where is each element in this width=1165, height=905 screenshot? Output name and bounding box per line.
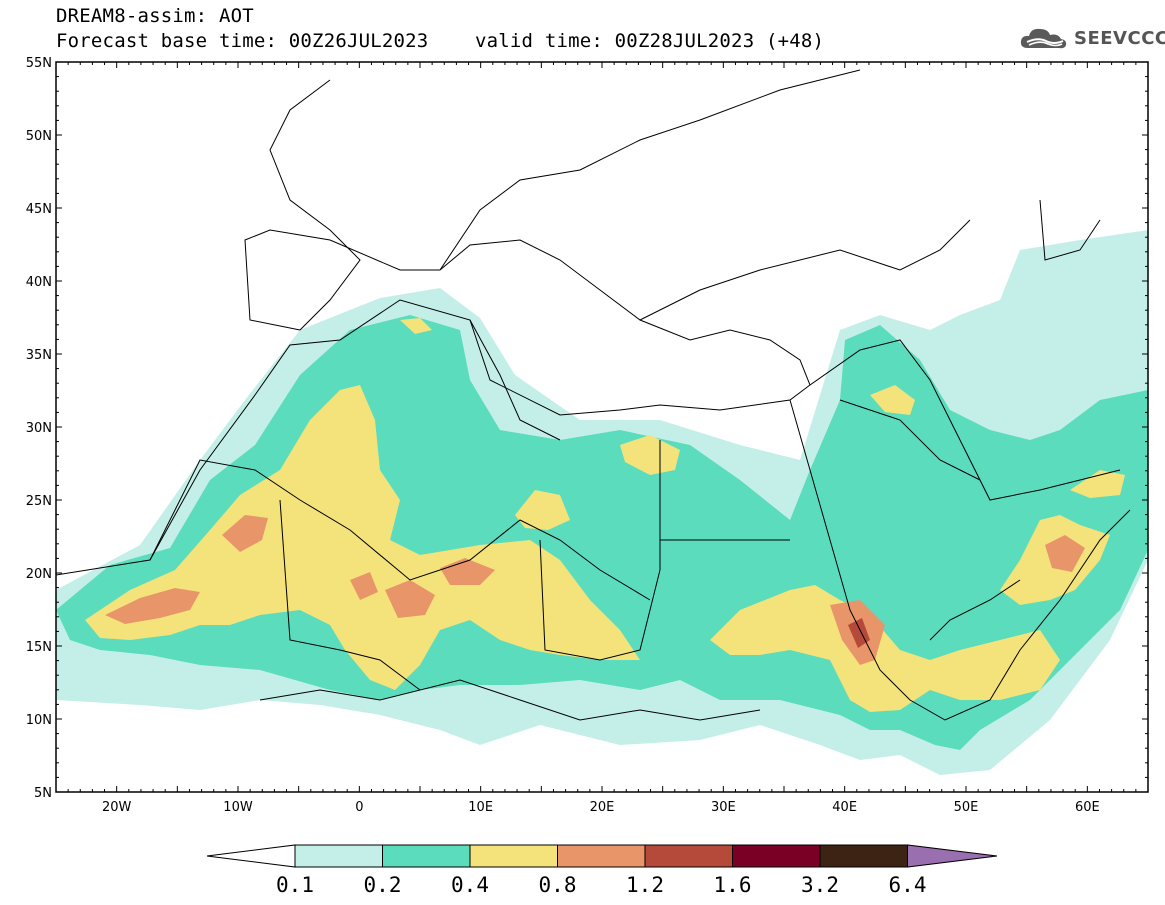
lon-tick-label: 30E — [711, 800, 736, 815]
aot-band-0.8 — [440, 558, 495, 585]
colorbar-level-label: 6.4 — [889, 873, 927, 897]
lon-tick-label: 0 — [355, 800, 363, 815]
lon-tick-label: 60E — [1075, 800, 1100, 815]
lon-tick-label: 40E — [832, 800, 857, 815]
lat-tick-label: 50N — [26, 129, 52, 144]
colorbar-labels: 0.1 0.2 0.4 0.8 1.2 1.6 3.2 6.4 — [276, 873, 926, 897]
aot-band-0.8 — [222, 515, 268, 552]
colorbar-segment — [382, 844, 471, 868]
colorbar-segment — [732, 844, 821, 868]
lat-tick-label: 40N — [26, 275, 52, 290]
cloud-icon — [1020, 28, 1067, 49]
colorbar-low-arrow — [206, 844, 296, 868]
aot-band-0.4 — [710, 585, 1060, 712]
colorbar-segment — [557, 844, 646, 868]
lon-tick-label: 50E — [954, 800, 979, 815]
colorbar-segment — [644, 844, 733, 868]
forecast-time-line: Forecast base time: 00Z26JUL2023 valid t… — [56, 30, 825, 52]
aot-band-0.4 — [85, 385, 640, 690]
colorbar-level-label: 3.2 — [801, 873, 839, 897]
colorbar-segment — [469, 844, 558, 868]
colorbar-segment — [819, 844, 908, 868]
colorbar-level-label: 0.8 — [539, 873, 577, 897]
colorbar-level-label: 0.1 — [276, 873, 314, 897]
colorbar-level-label: 1.6 — [714, 873, 752, 897]
lat-tick-label: 25N — [26, 494, 52, 509]
lat-tick-label: 20N — [26, 567, 52, 582]
lon-tick-label: 10W — [223, 800, 253, 815]
lat-tick-label: 15N — [26, 640, 52, 655]
aot-band-0.8 — [105, 588, 200, 624]
logo-text: SEEVCCC — [1074, 27, 1165, 49]
aot-band-0.4 — [620, 435, 680, 475]
colorbar-high-arrow — [907, 844, 998, 868]
colorbar-level-label: 0.2 — [364, 873, 402, 897]
axis-labels: 55N 50N 45N 40N 35N 30N 25N 20N 15N 10N 5N 20W 10W 0 1… — [26, 56, 1100, 815]
axis-ticks — [55, 61, 1149, 793]
seevccc-logo: SEEVCCC — [1018, 24, 1165, 52]
lat-tick-label: 30N — [26, 421, 52, 436]
lat-tick-label: 55N — [26, 56, 52, 71]
coastlines-borders — [56, 69, 1131, 721]
aot-band-0.4 — [515, 490, 570, 530]
colorbar — [206, 844, 998, 868]
lat-tick-label: 45N — [26, 202, 52, 217]
aot-band-0.8 — [350, 572, 378, 600]
aot-band-0.8 — [1045, 535, 1085, 572]
aot-field — [56, 230, 1148, 775]
colorbar-segment — [294, 844, 383, 868]
colorbar-level-label: 0.4 — [451, 873, 489, 897]
aot-band-0.8 — [385, 580, 435, 618]
lat-tick-label: 5N — [34, 786, 52, 801]
lon-tick-label: 10E — [468, 800, 493, 815]
lon-tick-label: 20W — [102, 800, 132, 815]
aot-band-0.4 — [1070, 470, 1125, 498]
aot-band-0.4 — [870, 385, 915, 415]
aot-band-1.2 — [848, 618, 870, 648]
lon-tick-label: 20E — [590, 800, 615, 815]
lat-tick-label: 35N — [26, 348, 52, 363]
lat-tick-label: 10N — [26, 713, 52, 728]
map-title: DREAM8-assim: AOT — [56, 5, 254, 27]
colorbar-level-label: 1.2 — [626, 873, 664, 897]
aot-band-0.4 — [400, 318, 432, 334]
